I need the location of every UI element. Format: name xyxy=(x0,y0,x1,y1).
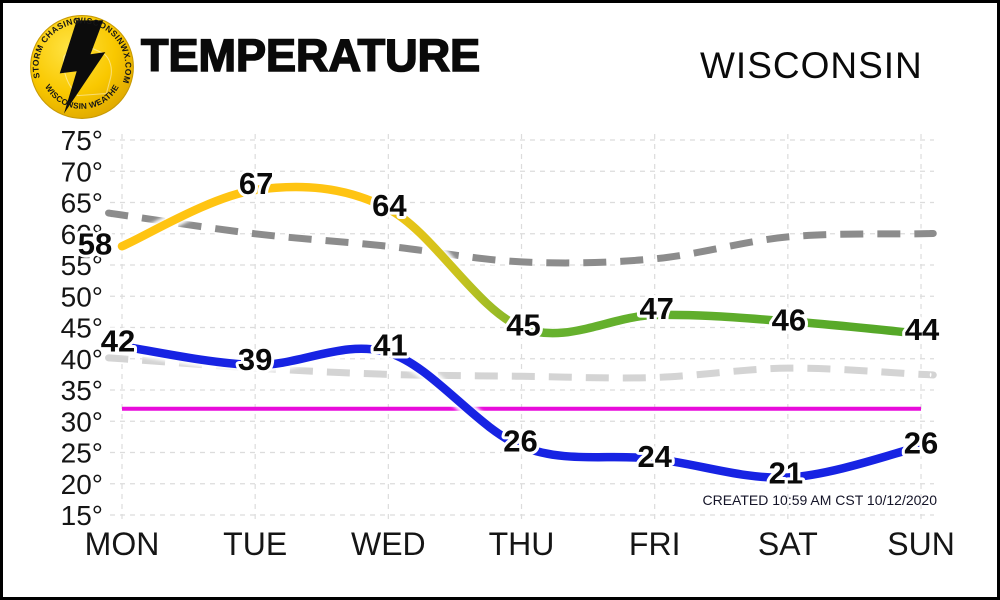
forecast-low-value-label: 41 xyxy=(373,328,407,363)
y-axis-tick-label: 70° xyxy=(61,156,103,187)
x-axis-day-label: SAT xyxy=(758,526,818,562)
forecast-low-value-label: 24 xyxy=(637,439,672,474)
x-axis-day-label: MON xyxy=(85,526,160,562)
forecast-high-value-label: 64 xyxy=(372,188,407,223)
forecast-high-value-label: 44 xyxy=(905,312,940,347)
y-axis-tick-label: 65° xyxy=(61,188,103,219)
x-axis-day-label: SUN xyxy=(887,526,955,562)
y-axis-tick-label: 75° xyxy=(61,125,103,156)
y-axis-tick-label: 20° xyxy=(61,469,103,500)
forecast-high-value-label: 45 xyxy=(506,308,540,343)
storm-chasing-logo: STORM CHASING WISCONSINWX.COM WISCONSIN … xyxy=(29,14,134,119)
forecast-high-value-label: 46 xyxy=(772,302,806,337)
forecast-low-value-label: 26 xyxy=(503,423,537,458)
forecast-low-value-label: 21 xyxy=(769,456,803,491)
y-axis-tick-label: 40° xyxy=(61,344,103,375)
forecast-low-value-label: 26 xyxy=(904,425,938,460)
page-title: TEMPERATURE xyxy=(140,30,481,81)
y-axis-tick-label: 45° xyxy=(61,313,103,344)
forecast-low-line xyxy=(117,342,926,482)
x-axis-day-label: FRI xyxy=(629,526,681,562)
forecast-low-value-label: 39 xyxy=(238,342,272,377)
region-title: WISCONSIN xyxy=(700,45,923,86)
normal-high-line xyxy=(105,209,937,267)
y-axis-tick-label: 50° xyxy=(61,281,103,312)
x-axis-day-label: WED xyxy=(351,526,426,562)
y-axis-tick-label: 35° xyxy=(61,375,103,406)
y-axis-tick-label: 30° xyxy=(61,406,103,437)
y-axis-tick-label: 25° xyxy=(61,438,103,469)
y-axis-tick-label: 55° xyxy=(61,250,103,281)
forecast-high-value-label: 47 xyxy=(639,291,673,326)
y-axis-tick-label: 60° xyxy=(61,219,103,250)
temperature-chart: 75°70°65°60°55°50°45°40°35°30°25°20°15°M… xyxy=(61,125,955,562)
forecast-low-value-label: 42 xyxy=(101,323,135,358)
created-timestamp: CREATED 10:59 AM CST 10/12/2020 xyxy=(702,492,938,508)
y-axis-tick-label: 15° xyxy=(61,500,103,531)
forecast-high-value-label: 58 xyxy=(78,226,112,261)
lightning-bolt-icon xyxy=(59,20,106,114)
forecast-high-value-label: 67 xyxy=(239,166,273,201)
x-axis-day-label: TUE xyxy=(223,526,287,562)
x-axis-day-label: THU xyxy=(489,526,555,562)
forecast-high-line xyxy=(117,182,926,339)
